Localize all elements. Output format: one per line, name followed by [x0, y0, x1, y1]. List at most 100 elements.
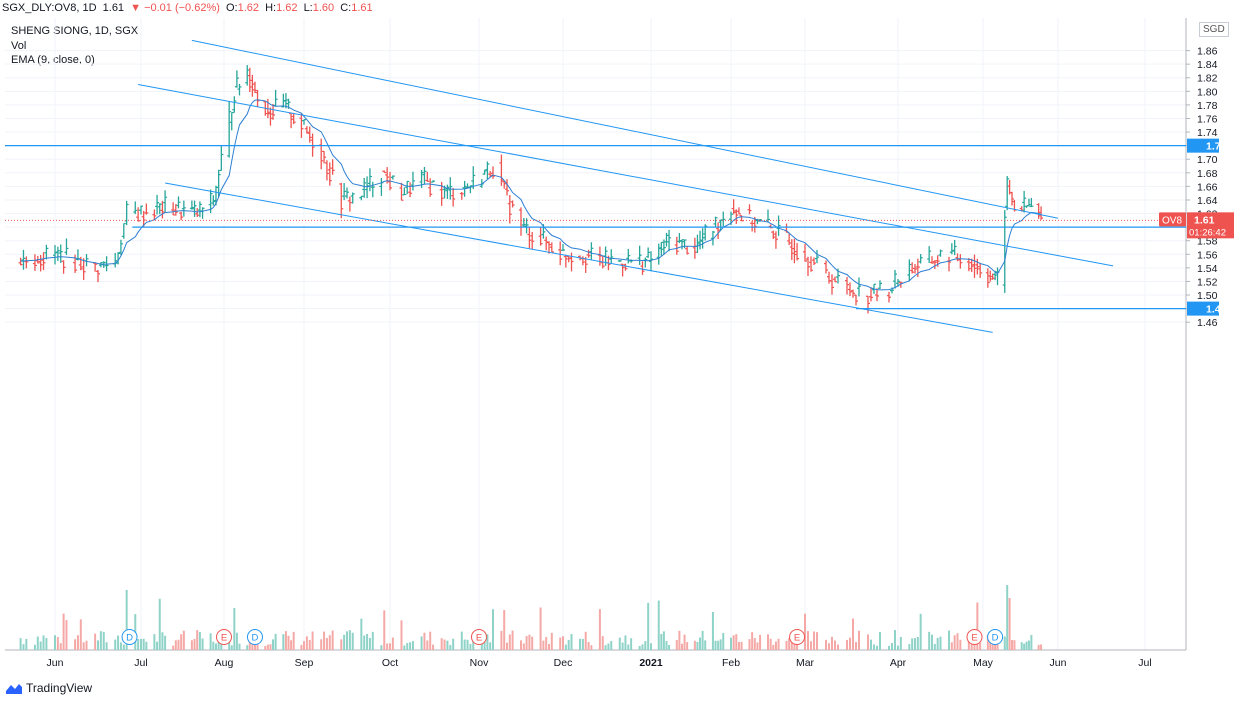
volume-bar: [610, 641, 613, 650]
x-tick-label: Feb: [722, 657, 740, 669]
volume-bar: [914, 638, 916, 650]
last-price-label: 1.61: [1194, 214, 1215, 226]
y-tick-label: 1.68: [1197, 168, 1218, 180]
volume-bar: [406, 643, 409, 650]
volume-bar: [1008, 598, 1011, 650]
volume-bar: [657, 600, 660, 650]
volume-bar: [492, 609, 494, 650]
volume-bar: [867, 634, 869, 650]
volume-bar: [308, 639, 311, 650]
volume-bar: [579, 638, 582, 650]
volume-bar: [198, 632, 201, 650]
volume-bar: [248, 638, 251, 650]
volume-bar: [584, 631, 587, 650]
volume-bar: [624, 635, 627, 650]
volume-bar: [383, 610, 386, 650]
x-tick-label: Jun: [47, 657, 64, 669]
event-marker[interactable]: [246, 629, 263, 645]
price-label-box: [1187, 138, 1219, 153]
volume-bar: [508, 634, 511, 650]
volume-bar: [125, 590, 128, 650]
chart-legend: SHENG SIONG, 1D, SGX Vol EMA (9, close, …: [11, 24, 138, 68]
volume-bar: [559, 637, 562, 650]
volume-bar: [409, 642, 412, 650]
volume-bar: [756, 642, 759, 650]
volume-bar: [908, 644, 911, 650]
volume-bar: [363, 635, 366, 650]
event-marker-label: D: [252, 633, 259, 644]
volume-bar: [528, 634, 531, 650]
volume-bar: [956, 633, 959, 650]
volume-bar: [598, 609, 601, 650]
volume-bar: [246, 645, 249, 650]
volume-bar: [804, 613, 806, 650]
volume-bar: [272, 639, 275, 650]
volume-bar: [678, 630, 681, 650]
volume-bar: [368, 637, 371, 650]
event-marker[interactable]: [966, 629, 983, 645]
volume-bar: [1006, 585, 1009, 650]
volume-bar: [489, 642, 492, 650]
volume-bar: [855, 642, 857, 650]
volume-bar: [662, 631, 665, 650]
volume-bar: [65, 620, 68, 650]
volume-bar: [303, 641, 305, 650]
volume-bar: [351, 632, 354, 650]
currency-badge[interactable]: SGD: [1199, 22, 1229, 37]
volume-bar: [82, 642, 85, 650]
brand-logo[interactable]: TradingView: [6, 681, 92, 695]
volume-bar: [94, 633, 97, 650]
x-tick-label: Jun: [1050, 657, 1067, 669]
trend-line[interactable]: [191, 39, 1059, 219]
volume-bar: [235, 632, 238, 650]
brand-name: TradingView: [26, 681, 93, 695]
volume-bar: [403, 645, 406, 650]
close-value: 1.61: [351, 2, 373, 14]
y-tick-label: 1.82: [1197, 73, 1218, 85]
volume-bar: [858, 630, 860, 650]
x-tick-label: May: [973, 657, 994, 669]
volume-bar: [174, 640, 177, 650]
volume-bar: [42, 635, 45, 650]
event-marker[interactable]: [216, 629, 232, 645]
event-marker[interactable]: [987, 629, 1004, 645]
volume-bar: [140, 638, 142, 650]
volume-bar: [604, 645, 607, 650]
x-tick-label: Sep: [295, 657, 314, 669]
trend-line[interactable]: [138, 84, 1114, 267]
volume-bar: [813, 631, 815, 650]
y-tick-label: 1.66: [1197, 181, 1218, 193]
event-marker[interactable]: [471, 629, 487, 645]
volume-bar: [950, 642, 953, 650]
volume-bar: [164, 635, 167, 650]
volume-bar: [564, 644, 567, 650]
high-label: H:: [265, 2, 277, 14]
event-marker[interactable]: [789, 629, 806, 645]
volume-bar: [348, 630, 351, 650]
volume-bar: [587, 642, 590, 650]
y-tick-label: 1.84: [1197, 59, 1218, 71]
volume-bar: [99, 631, 102, 650]
y-tick-label: 1.54: [1197, 263, 1218, 275]
legend-ema[interactable]: EMA (9, close, 0): [11, 54, 95, 66]
event-marker[interactable]: [121, 629, 138, 645]
volume-bar: [511, 630, 514, 650]
legend-title[interactable]: SHENG SIONG, 1D, SGX: [11, 25, 139, 37]
volume-bar: [119, 642, 122, 650]
price-label: 1.72: [1206, 141, 1227, 153]
volume-bar: [816, 632, 818, 650]
volume-bar: [503, 610, 506, 650]
legend-volume[interactable]: Vol: [11, 39, 27, 52]
volume-bar: [991, 641, 994, 650]
volume-bar: [366, 633, 369, 650]
symbol-label[interactable]: SGX_DLY:OV8, 1D: [2, 2, 97, 14]
symbol-tag-box: [1159, 212, 1186, 227]
volume-bar: [85, 640, 88, 650]
volume-bar: [531, 636, 534, 650]
volume-bar: [266, 644, 269, 650]
y-tick-label: 1.74: [1197, 127, 1218, 139]
trend-line[interactable]: [165, 182, 993, 333]
volume-bar: [732, 635, 735, 650]
volume-bar: [25, 638, 28, 650]
